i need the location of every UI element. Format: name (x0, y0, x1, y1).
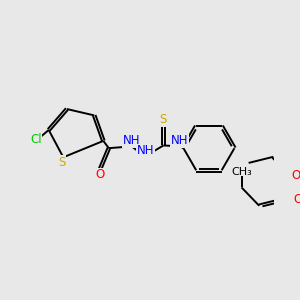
Text: CH₃: CH₃ (231, 167, 252, 177)
Text: O: O (294, 193, 300, 206)
Text: S: S (160, 113, 167, 126)
Text: NH: NH (171, 134, 189, 147)
Text: NH: NH (123, 134, 140, 147)
Text: O: O (291, 169, 300, 182)
Text: O: O (95, 168, 104, 182)
Text: Cl: Cl (30, 133, 42, 146)
Text: S: S (58, 156, 66, 169)
Text: NH: NH (136, 144, 154, 158)
